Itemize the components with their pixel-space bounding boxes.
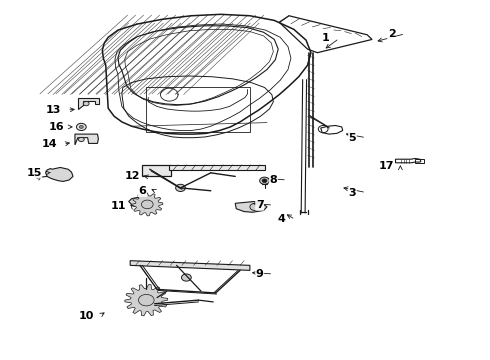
Text: 14: 14 bbox=[42, 139, 57, 149]
Circle shape bbox=[83, 102, 89, 106]
Circle shape bbox=[250, 203, 260, 211]
Text: 5: 5 bbox=[349, 133, 356, 143]
Text: 11: 11 bbox=[110, 201, 126, 211]
Circle shape bbox=[175, 184, 185, 192]
Circle shape bbox=[76, 123, 86, 131]
Text: 6: 6 bbox=[139, 186, 147, 197]
Polygon shape bbox=[78, 98, 99, 109]
Circle shape bbox=[262, 179, 267, 183]
Polygon shape bbox=[143, 165, 171, 176]
Circle shape bbox=[260, 177, 270, 184]
Polygon shape bbox=[130, 261, 250, 270]
Polygon shape bbox=[46, 167, 73, 181]
Text: 8: 8 bbox=[270, 175, 277, 185]
Circle shape bbox=[78, 137, 84, 141]
Polygon shape bbox=[235, 202, 267, 212]
Text: 2: 2 bbox=[388, 29, 395, 39]
Text: 13: 13 bbox=[46, 105, 61, 115]
Text: 10: 10 bbox=[78, 311, 94, 320]
Circle shape bbox=[142, 200, 153, 209]
Text: 1: 1 bbox=[322, 33, 329, 43]
Circle shape bbox=[181, 274, 191, 281]
Text: 7: 7 bbox=[256, 200, 264, 210]
Polygon shape bbox=[118, 26, 278, 105]
Circle shape bbox=[139, 294, 154, 306]
Text: 12: 12 bbox=[125, 171, 140, 181]
Text: 9: 9 bbox=[256, 269, 264, 279]
Polygon shape bbox=[129, 197, 150, 206]
Text: 17: 17 bbox=[379, 161, 394, 171]
Polygon shape bbox=[125, 284, 168, 316]
Polygon shape bbox=[75, 134, 98, 145]
Text: 16: 16 bbox=[49, 122, 65, 132]
Circle shape bbox=[79, 126, 83, 129]
Polygon shape bbox=[132, 193, 163, 216]
Text: 4: 4 bbox=[278, 215, 286, 224]
Polygon shape bbox=[169, 165, 265, 170]
Text: 3: 3 bbox=[349, 188, 356, 198]
Text: 15: 15 bbox=[26, 168, 42, 178]
